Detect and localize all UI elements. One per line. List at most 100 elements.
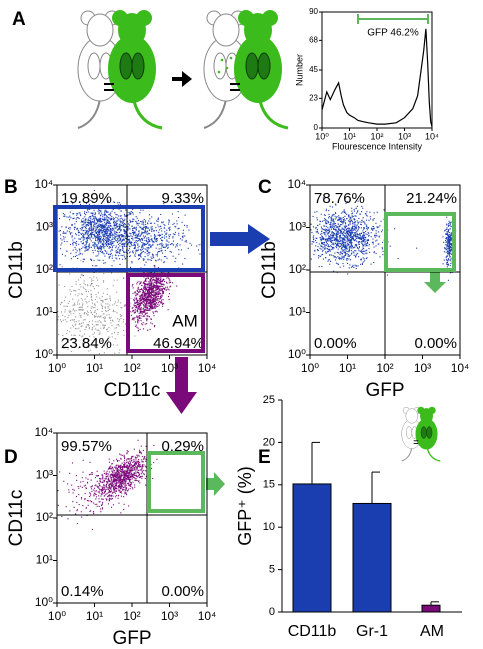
cell-dot [127,214,129,216]
cell-dot [97,248,100,250]
cell-dot [146,302,148,305]
cell-dot [145,278,147,281]
cell-dot [88,325,90,327]
cell-dot [377,231,379,233]
cell-dot [121,469,123,471]
cell-dot [350,235,352,237]
cell-dot [148,253,150,255]
cell-dot [140,298,142,300]
cell-dot [124,236,126,238]
cell-dot [164,231,166,233]
cell-dot [97,292,99,294]
cell-dot [363,226,365,229]
cell-dot [310,229,312,231]
cell-dot [102,281,105,283]
cell-dot [85,487,87,490]
cell-dot [88,229,90,231]
cell-dot [353,208,355,211]
cell-dot [142,243,144,245]
cell-dot [73,213,75,215]
cell-dot [130,243,132,246]
cell-dot [61,341,63,343]
cell-dot [345,202,347,204]
cell-dot [345,247,347,249]
cell-dot [110,317,112,319]
cell-dot [131,475,133,477]
cell-dot [156,278,158,280]
cell-dot [112,486,114,488]
cell-dot [137,247,139,249]
cell-dot [78,243,80,245]
cell-dot [346,230,348,232]
cell-dot [107,478,109,480]
cell-dot [122,235,124,237]
cell-dot [110,228,112,230]
cell-dot [169,226,171,228]
cell-dot [154,294,157,296]
cell-dot [139,212,141,214]
cell-dot [154,311,156,313]
cell-dot [84,298,86,300]
cell-dot [322,228,324,231]
cell-dot [172,237,174,239]
cell-dot [91,488,93,490]
cell-dot [103,492,105,494]
cell-dot [88,245,90,247]
cell-dot [131,261,133,263]
cell-dot [347,230,349,233]
cell-dot [449,272,451,274]
cell-dot [135,235,137,237]
cell-dot [448,231,450,234]
cell-dot [147,309,150,311]
cell-dot [101,227,103,229]
cell-dot [86,302,88,304]
cell-dot [160,288,163,290]
cell-dot [333,221,335,223]
cell-dot [131,229,134,231]
cell-dot [145,445,147,447]
cell-dot [102,488,104,490]
cell-dot [335,235,337,237]
cell-dot [111,218,113,220]
cell-dot [154,238,156,240]
cell-dot [102,252,104,254]
cell-dot [86,236,89,238]
cell-dot [133,319,135,321]
cell-dot [155,295,157,297]
cell-dot [90,311,93,313]
cell-dot [447,230,449,232]
cell-dot [109,243,111,246]
cell-dot [133,309,135,311]
cell-dot [85,289,87,291]
cell-dot [113,234,115,236]
cell-dot [138,306,140,308]
cell-dot [127,249,130,251]
cell-dot [130,213,132,215]
cell-dot [340,219,342,221]
cell-dot [366,224,368,226]
cell-dot [104,262,106,264]
cell-dot [78,279,80,281]
cell-dot [346,213,348,216]
cell-dot [118,485,120,488]
cell-dot [119,314,121,316]
cell-dot [190,244,193,246]
cell-dot [63,347,65,349]
cell-dot [129,458,131,460]
cell-dot [344,232,346,234]
cell-dot [349,239,351,241]
cell-dot [141,464,144,466]
cell-dot [337,233,339,235]
cell-dot [100,232,102,234]
cell-dot [142,239,144,241]
cell-dot [64,255,66,257]
cell-dot [146,250,148,252]
cell-dot [81,336,83,338]
cell-dot [139,304,141,306]
cell-dot [173,222,175,224]
cell-dot [138,238,141,240]
x-tick-label: 10² [376,361,393,375]
cell-dot [353,228,355,230]
cell-dot [147,294,149,296]
cell-dot [66,330,69,332]
